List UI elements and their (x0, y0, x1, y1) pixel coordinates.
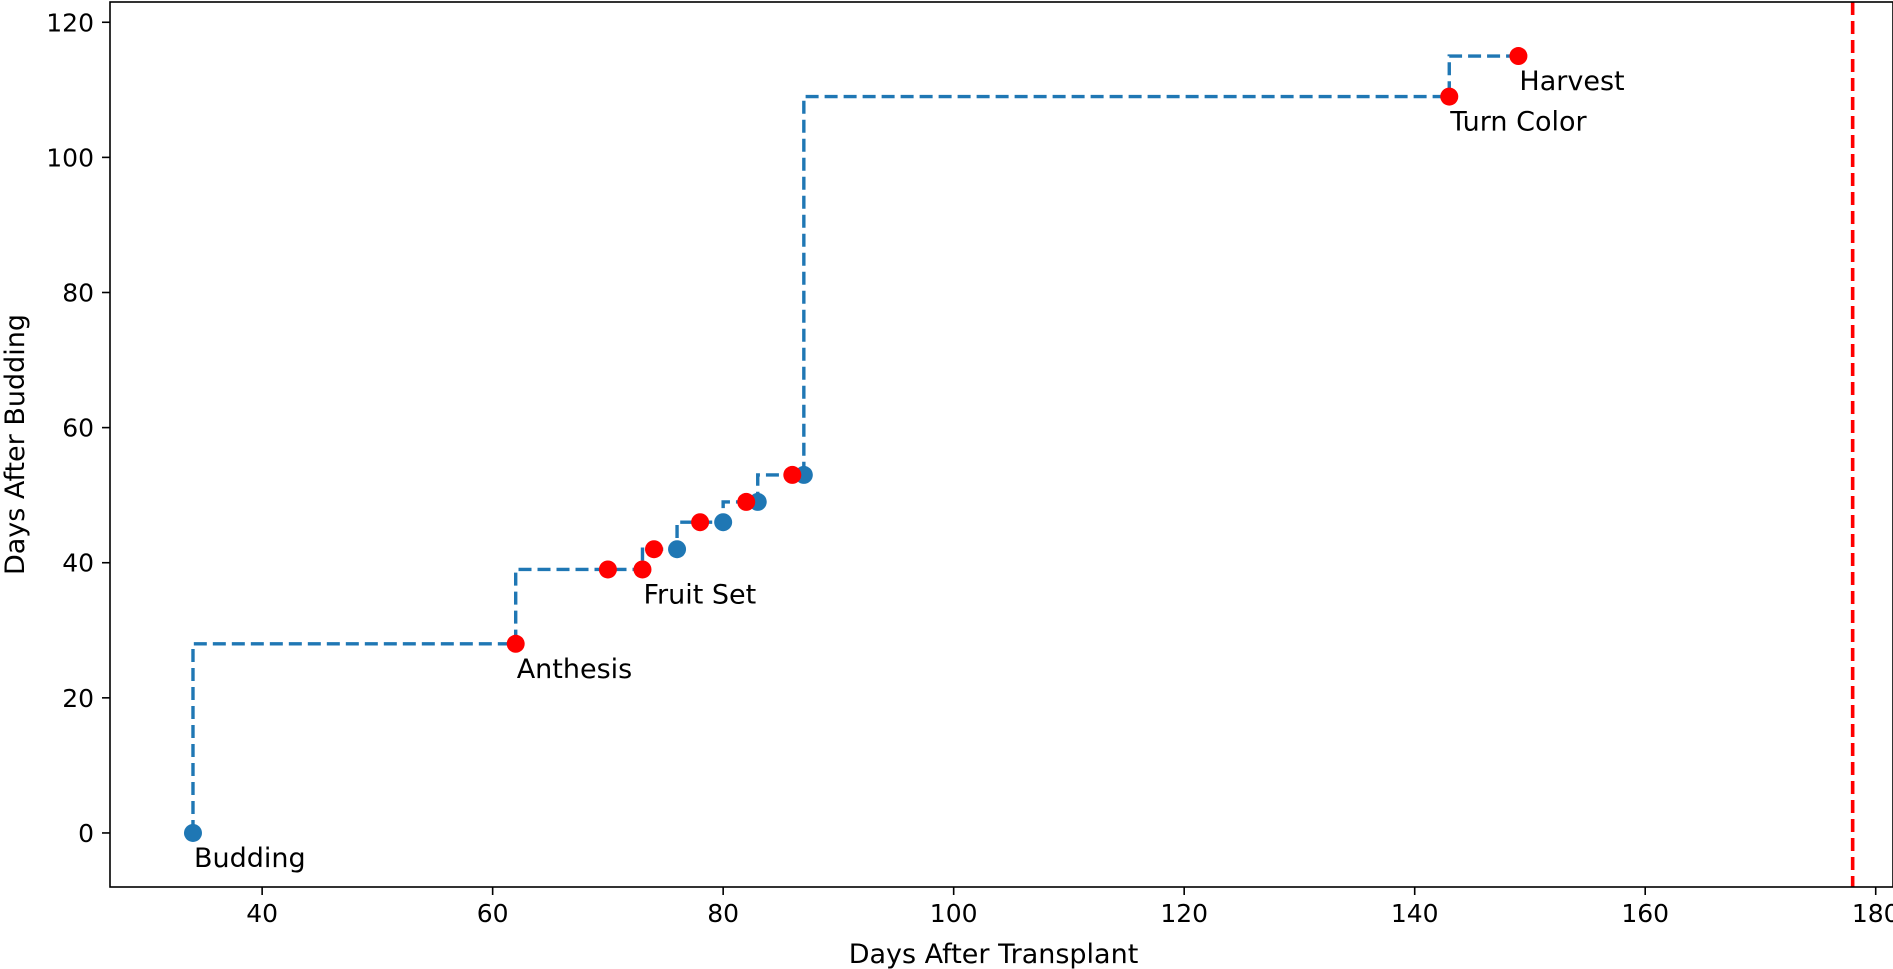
red-point (633, 560, 652, 579)
x-tick-label: 120 (1160, 899, 1208, 928)
x-tick-label: 100 (930, 899, 978, 928)
red-point (737, 492, 756, 511)
x-tick-label: 180 (1852, 899, 1893, 928)
step-line (191, 54, 1519, 833)
blue-point (183, 823, 202, 842)
axis-ticks: 40 60 80 100 120 140 160 180 0 20 40 60 80 100 120 (46, 8, 1893, 928)
annotation-label: Harvest (1519, 66, 1624, 97)
annotation-label: Budding (194, 843, 306, 874)
y-axis-label: Days After Budding (0, 314, 31, 575)
x-tick-label: 40 (246, 899, 278, 928)
y-tick-label: 80 (62, 278, 94, 307)
red-point (645, 540, 664, 559)
x-axis-label: Days After Transplant (849, 939, 1139, 969)
red-point (1440, 87, 1459, 106)
red-point (506, 634, 525, 653)
y-tick-label: 60 (62, 414, 94, 443)
blue-point (668, 540, 687, 559)
y-tick-label: 0 (78, 819, 94, 848)
red-point (598, 560, 617, 579)
axes-border (109, 1, 1893, 888)
y-tick-label: 20 (62, 684, 94, 713)
y-tick-label: 100 (46, 143, 94, 172)
annotation-label: Turn Color (1449, 107, 1587, 138)
y-tick-label: 120 (46, 8, 94, 37)
x-tick-label: 160 (1621, 899, 1669, 928)
annotation-label: Fruit Set (643, 579, 756, 610)
red-point (691, 513, 710, 532)
blue-point (714, 513, 733, 532)
x-tick-label: 140 (1391, 899, 1439, 928)
x-tick-label: 80 (707, 899, 739, 928)
axes-frame (109, 1, 1893, 888)
red-point (1509, 47, 1528, 66)
y-tick-label: 40 (62, 549, 94, 578)
red-point (783, 465, 802, 484)
annotation-label: Anthesis (517, 654, 633, 685)
x-tick-label: 60 (477, 899, 509, 928)
plot-area: Budding Anthesis Fruit Set Turn Color Harves… (183, 2, 1855, 887)
